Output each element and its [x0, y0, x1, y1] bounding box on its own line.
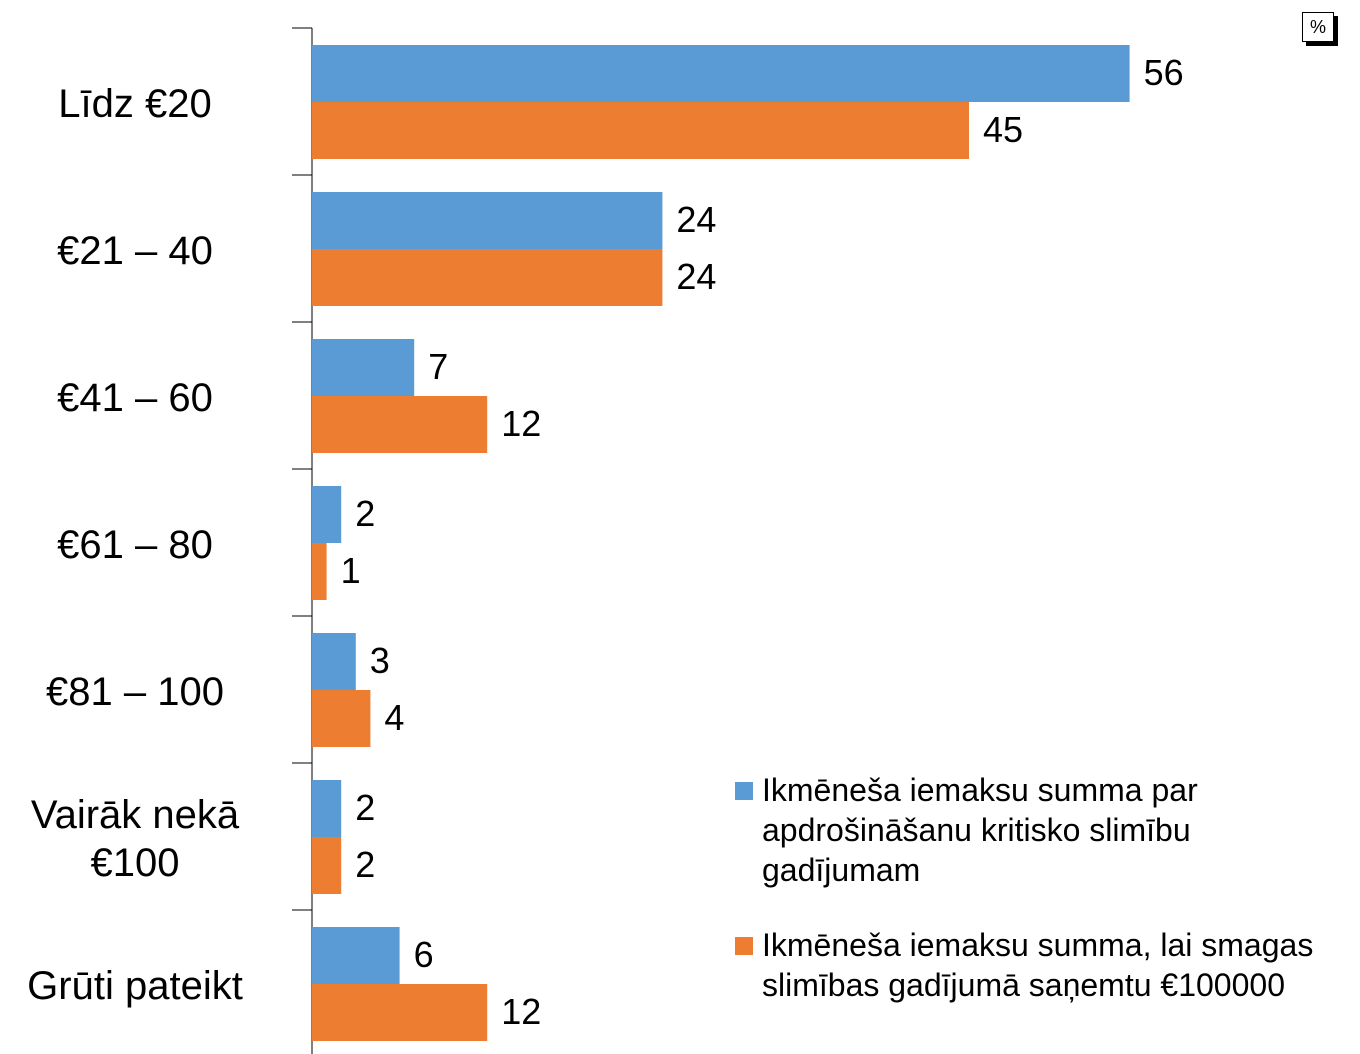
legend-swatch: [735, 937, 753, 955]
y-tick-label: Grūti pateikt: [27, 963, 243, 1008]
y-tick-label: Līdz €20: [58, 81, 212, 126]
value-label: 7: [428, 346, 448, 387]
value-label: 2: [355, 787, 375, 828]
value-label: 45: [983, 109, 1023, 150]
y-tick-label: Vairāk nekā €100: [30, 792, 240, 885]
value-label: 1: [341, 550, 361, 591]
value-label: 4: [384, 697, 404, 738]
bar: [312, 396, 488, 453]
value-label: 56: [1144, 52, 1184, 93]
value-label: 6: [414, 934, 434, 975]
bar: [312, 690, 371, 747]
bar: [312, 486, 342, 543]
bar: [312, 192, 663, 249]
legend-label: Ikmēneša iemaksu summa, lai smagas slimī…: [762, 927, 1314, 1003]
y-tick-label: €21 – 40: [57, 228, 213, 273]
bar: [312, 543, 327, 600]
y-tick-label: €61 – 80: [57, 522, 213, 567]
value-label: 2: [355, 844, 375, 885]
bar: [312, 249, 663, 306]
value-label: 3: [370, 640, 390, 681]
bar: [312, 984, 488, 1041]
bar: [312, 102, 969, 159]
y-tick-label: €41 – 60: [57, 375, 213, 420]
value-label: 24: [676, 256, 716, 297]
legend-label: Ikmēneša iemaksu summa par apdrošināšanu…: [762, 772, 1198, 888]
bar: [312, 633, 356, 690]
value-label: 24: [676, 199, 716, 240]
bar: [312, 45, 1130, 102]
value-label: 12: [501, 991, 541, 1032]
value-label: 2: [355, 493, 375, 534]
unit-label: %: [1302, 12, 1334, 42]
bar: [312, 927, 400, 984]
bar: [312, 837, 342, 894]
bar: [312, 339, 415, 396]
legend-swatch: [735, 782, 753, 800]
y-tick-label: €81 – 100: [46, 669, 224, 714]
value-label: 12: [501, 403, 541, 444]
bar: [312, 780, 342, 837]
